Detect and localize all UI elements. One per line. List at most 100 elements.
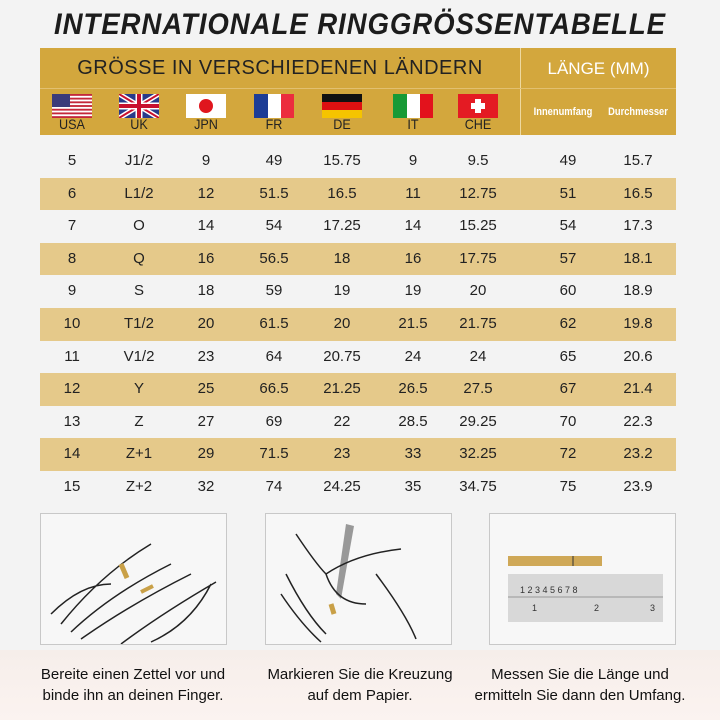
table-cell: 26.5 [398,380,428,398]
table-cell: 14 [404,217,422,235]
table-cell: 17.3 [623,217,653,235]
divider [40,88,676,89]
table-cell: 14 [197,217,215,235]
caption-background [0,650,720,720]
step3-caption: Messen Sie die Länge und ermitteln Sie da… [474,666,686,704]
table-cell: 56.5 [259,249,289,267]
page-title: INTERNATIONALE RINGGRÖSSENTABELLE [53,8,667,41]
table-cell: L1/2 [124,184,154,202]
table-row: 13 Z 27 69 22 28.5 29.25 70 22.3 [40,406,676,439]
table-cell: 66.5 [259,380,289,398]
table-header: GRÖSSE IN VERSCHIEDENEN LÄNDERN LÄNGE (M… [40,48,676,135]
table-cell: Z+2 [125,478,153,495]
japan-flag-icon [186,94,226,118]
svg-text:2: 2 [594,603,599,613]
hand-marking-pen-icon [280,524,417,643]
table-cell: 51.5 [259,184,289,202]
table-cell: 24 [469,347,487,365]
table-cell: 15.7 [623,152,653,169]
table-cell: 35 [404,478,422,495]
table-cell: V1/2 [123,347,155,365]
length-heading: LÄNGE (MM) [547,59,650,78]
table-cell: 20 [333,315,351,332]
table-cell: 8 [67,249,77,267]
ruler-and-strip-icon: 1 2 3 4 5 6 7 8 1 2 3 [508,556,663,622]
table-cell: 74 [265,478,283,495]
table-cell: 9.5 [467,152,489,169]
table-cell: 16.5 [623,184,653,202]
table-cell: 49 [559,152,577,169]
table-row: 14 Z+1 29 71.5 23 33 32.25 72 23.2 [40,438,676,471]
table-cell: 32 [197,478,215,495]
table-cell: 23 [197,347,215,365]
table-cell: 22 [333,412,351,430]
country-label: UK [130,116,148,132]
svg-text:1 2 3 4 5 6 7 8: 1 2 3 4 5 6 7 8 [520,585,578,595]
country-label: JPN [194,116,218,132]
step2-illustration [265,513,452,645]
table-cell: 18 [197,282,215,300]
table-cell: 20.6 [623,347,653,365]
table-cell: 20 [197,315,215,332]
table-cell: 57 [559,249,577,267]
step1-illustration [40,513,227,645]
table-cell: 72 [559,445,577,463]
table-cell: Z [134,412,144,430]
table-cell: 64 [265,347,283,365]
country-label: IT [407,116,419,132]
table-cell: 19 [404,282,422,300]
table-cell: 18.9 [623,282,653,300]
country-label: DE [333,116,351,132]
table-cell: 61.5 [259,315,289,332]
table-cell: 23 [333,445,351,463]
table-cell: 23.9 [623,478,653,495]
table-cell: 20.75 [323,347,361,365]
table-cell: 70 [559,412,577,430]
inner-circumference-label: Innenumfang [533,106,593,118]
uk-flag-icon [117,91,161,121]
table-row: 11 V1/2 23 64 20.75 24 24 65 20.6 [40,341,676,374]
table-cell: 21.5 [398,315,428,332]
table-row: 5 J1/2 9 49 15.75 9 9.5 49 15.7 [40,145,676,178]
table-cell: 21.4 [623,380,653,398]
table-cell: 54 [559,217,577,235]
table-cell: 12 [63,380,81,398]
table-cell: O [133,217,145,235]
svg-text:1: 1 [532,603,537,613]
table-cell: 18.1 [623,249,653,267]
table-cell: Q [133,249,145,267]
table-cell: 21.25 [323,380,361,398]
table-cell: 62 [559,315,577,332]
table-cell: 34.75 [459,478,497,495]
table-cell: 9 [201,152,211,169]
countries-heading: GRÖSSE IN VERSCHIEDENEN LÄNDERN [77,57,483,79]
table-cell: 33 [404,445,422,463]
table-cell: 21.75 [459,315,497,332]
germany-flag-icon [322,94,362,118]
table-row: 15 Z+2 32 74 24.25 35 34.75 75 23.9 [40,471,676,504]
table-cell: 15 [63,478,81,495]
table-cell: 49 [265,152,283,169]
table-cell: 17.25 [323,217,361,235]
table-cell: 16 [404,249,422,267]
table-cell: 24 [404,347,422,365]
table-cell: 11 [405,184,421,202]
table-cell: 17.75 [459,249,497,267]
table-cell: 16.5 [327,184,357,202]
switzerland-flag-icon [458,94,498,118]
table-cell: 51 [559,184,577,202]
table-row: 7 O 14 54 17.25 14 15.25 54 17.3 [40,210,676,243]
table-cell: 24.25 [323,478,361,495]
table-cell: 27 [197,412,215,430]
table-cell: 15.75 [323,152,361,169]
table-cell: 14 [63,445,81,463]
table-row: 12 Y 25 66.5 21.25 26.5 27.5 67 21.4 [40,373,676,406]
table-cell: Z+1 [125,445,153,463]
italy-flag-icon [393,94,433,118]
table-cell: S [133,282,145,300]
hand-with-paper-strip-icon [50,543,217,645]
table-cell: 71.5 [259,445,289,463]
france-flag-icon [254,94,294,118]
table-cell: Y [133,380,145,398]
table-cell: T1/2 [123,315,155,332]
